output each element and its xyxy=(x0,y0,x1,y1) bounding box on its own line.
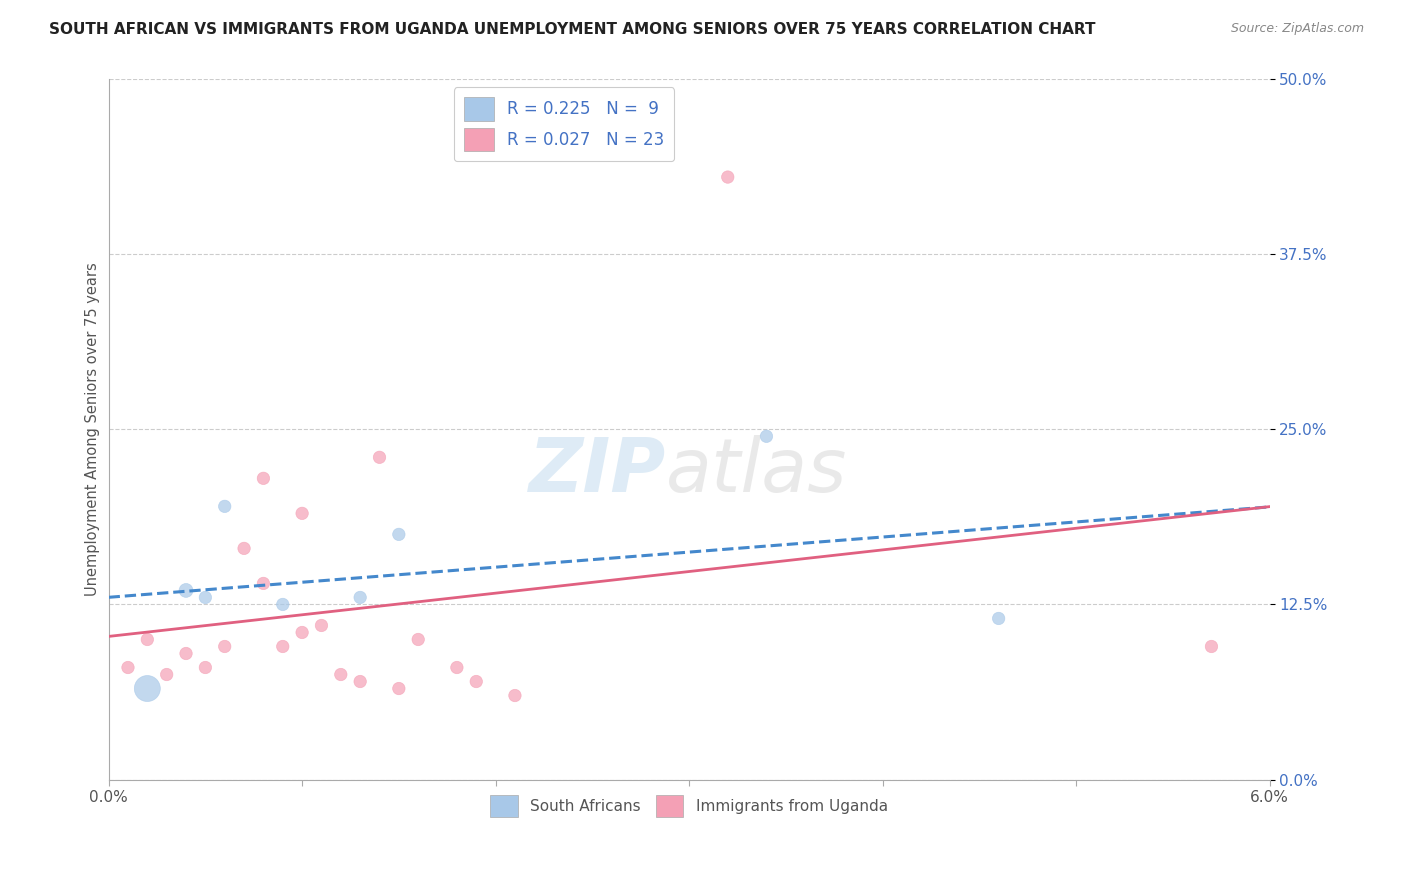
Point xyxy=(194,660,217,674)
Point xyxy=(291,625,314,640)
Point xyxy=(717,170,740,185)
Point xyxy=(987,611,1010,625)
Point xyxy=(388,527,411,541)
Point xyxy=(271,598,294,612)
Point xyxy=(136,681,159,696)
Point xyxy=(349,591,371,605)
Point xyxy=(156,667,179,681)
Point xyxy=(291,507,314,521)
Point xyxy=(1201,640,1223,654)
Point xyxy=(271,640,294,654)
Text: ZIP: ZIP xyxy=(529,434,666,508)
Point xyxy=(117,660,139,674)
Point xyxy=(755,429,778,443)
Point xyxy=(252,576,274,591)
Text: Source: ZipAtlas.com: Source: ZipAtlas.com xyxy=(1230,22,1364,36)
Point xyxy=(406,632,429,647)
Legend: South Africans, Immigrants from Uganda: South Africans, Immigrants from Uganda xyxy=(482,788,896,824)
Point xyxy=(174,583,197,598)
Point xyxy=(174,647,197,661)
Point xyxy=(311,618,333,632)
Point xyxy=(194,591,217,605)
Point xyxy=(329,667,352,681)
Text: atlas: atlas xyxy=(666,435,848,508)
Point xyxy=(233,541,256,556)
Point xyxy=(214,640,236,654)
Point xyxy=(446,660,468,674)
Point xyxy=(503,689,526,703)
Text: SOUTH AFRICAN VS IMMIGRANTS FROM UGANDA UNEMPLOYMENT AMONG SENIORS OVER 75 YEARS: SOUTH AFRICAN VS IMMIGRANTS FROM UGANDA … xyxy=(49,22,1095,37)
Point xyxy=(368,450,391,465)
Point xyxy=(214,500,236,514)
Point xyxy=(388,681,411,696)
Point xyxy=(349,674,371,689)
Point xyxy=(136,632,159,647)
Point xyxy=(252,471,274,485)
Point xyxy=(465,674,488,689)
Y-axis label: Unemployment Among Seniors over 75 years: Unemployment Among Seniors over 75 years xyxy=(86,262,100,596)
